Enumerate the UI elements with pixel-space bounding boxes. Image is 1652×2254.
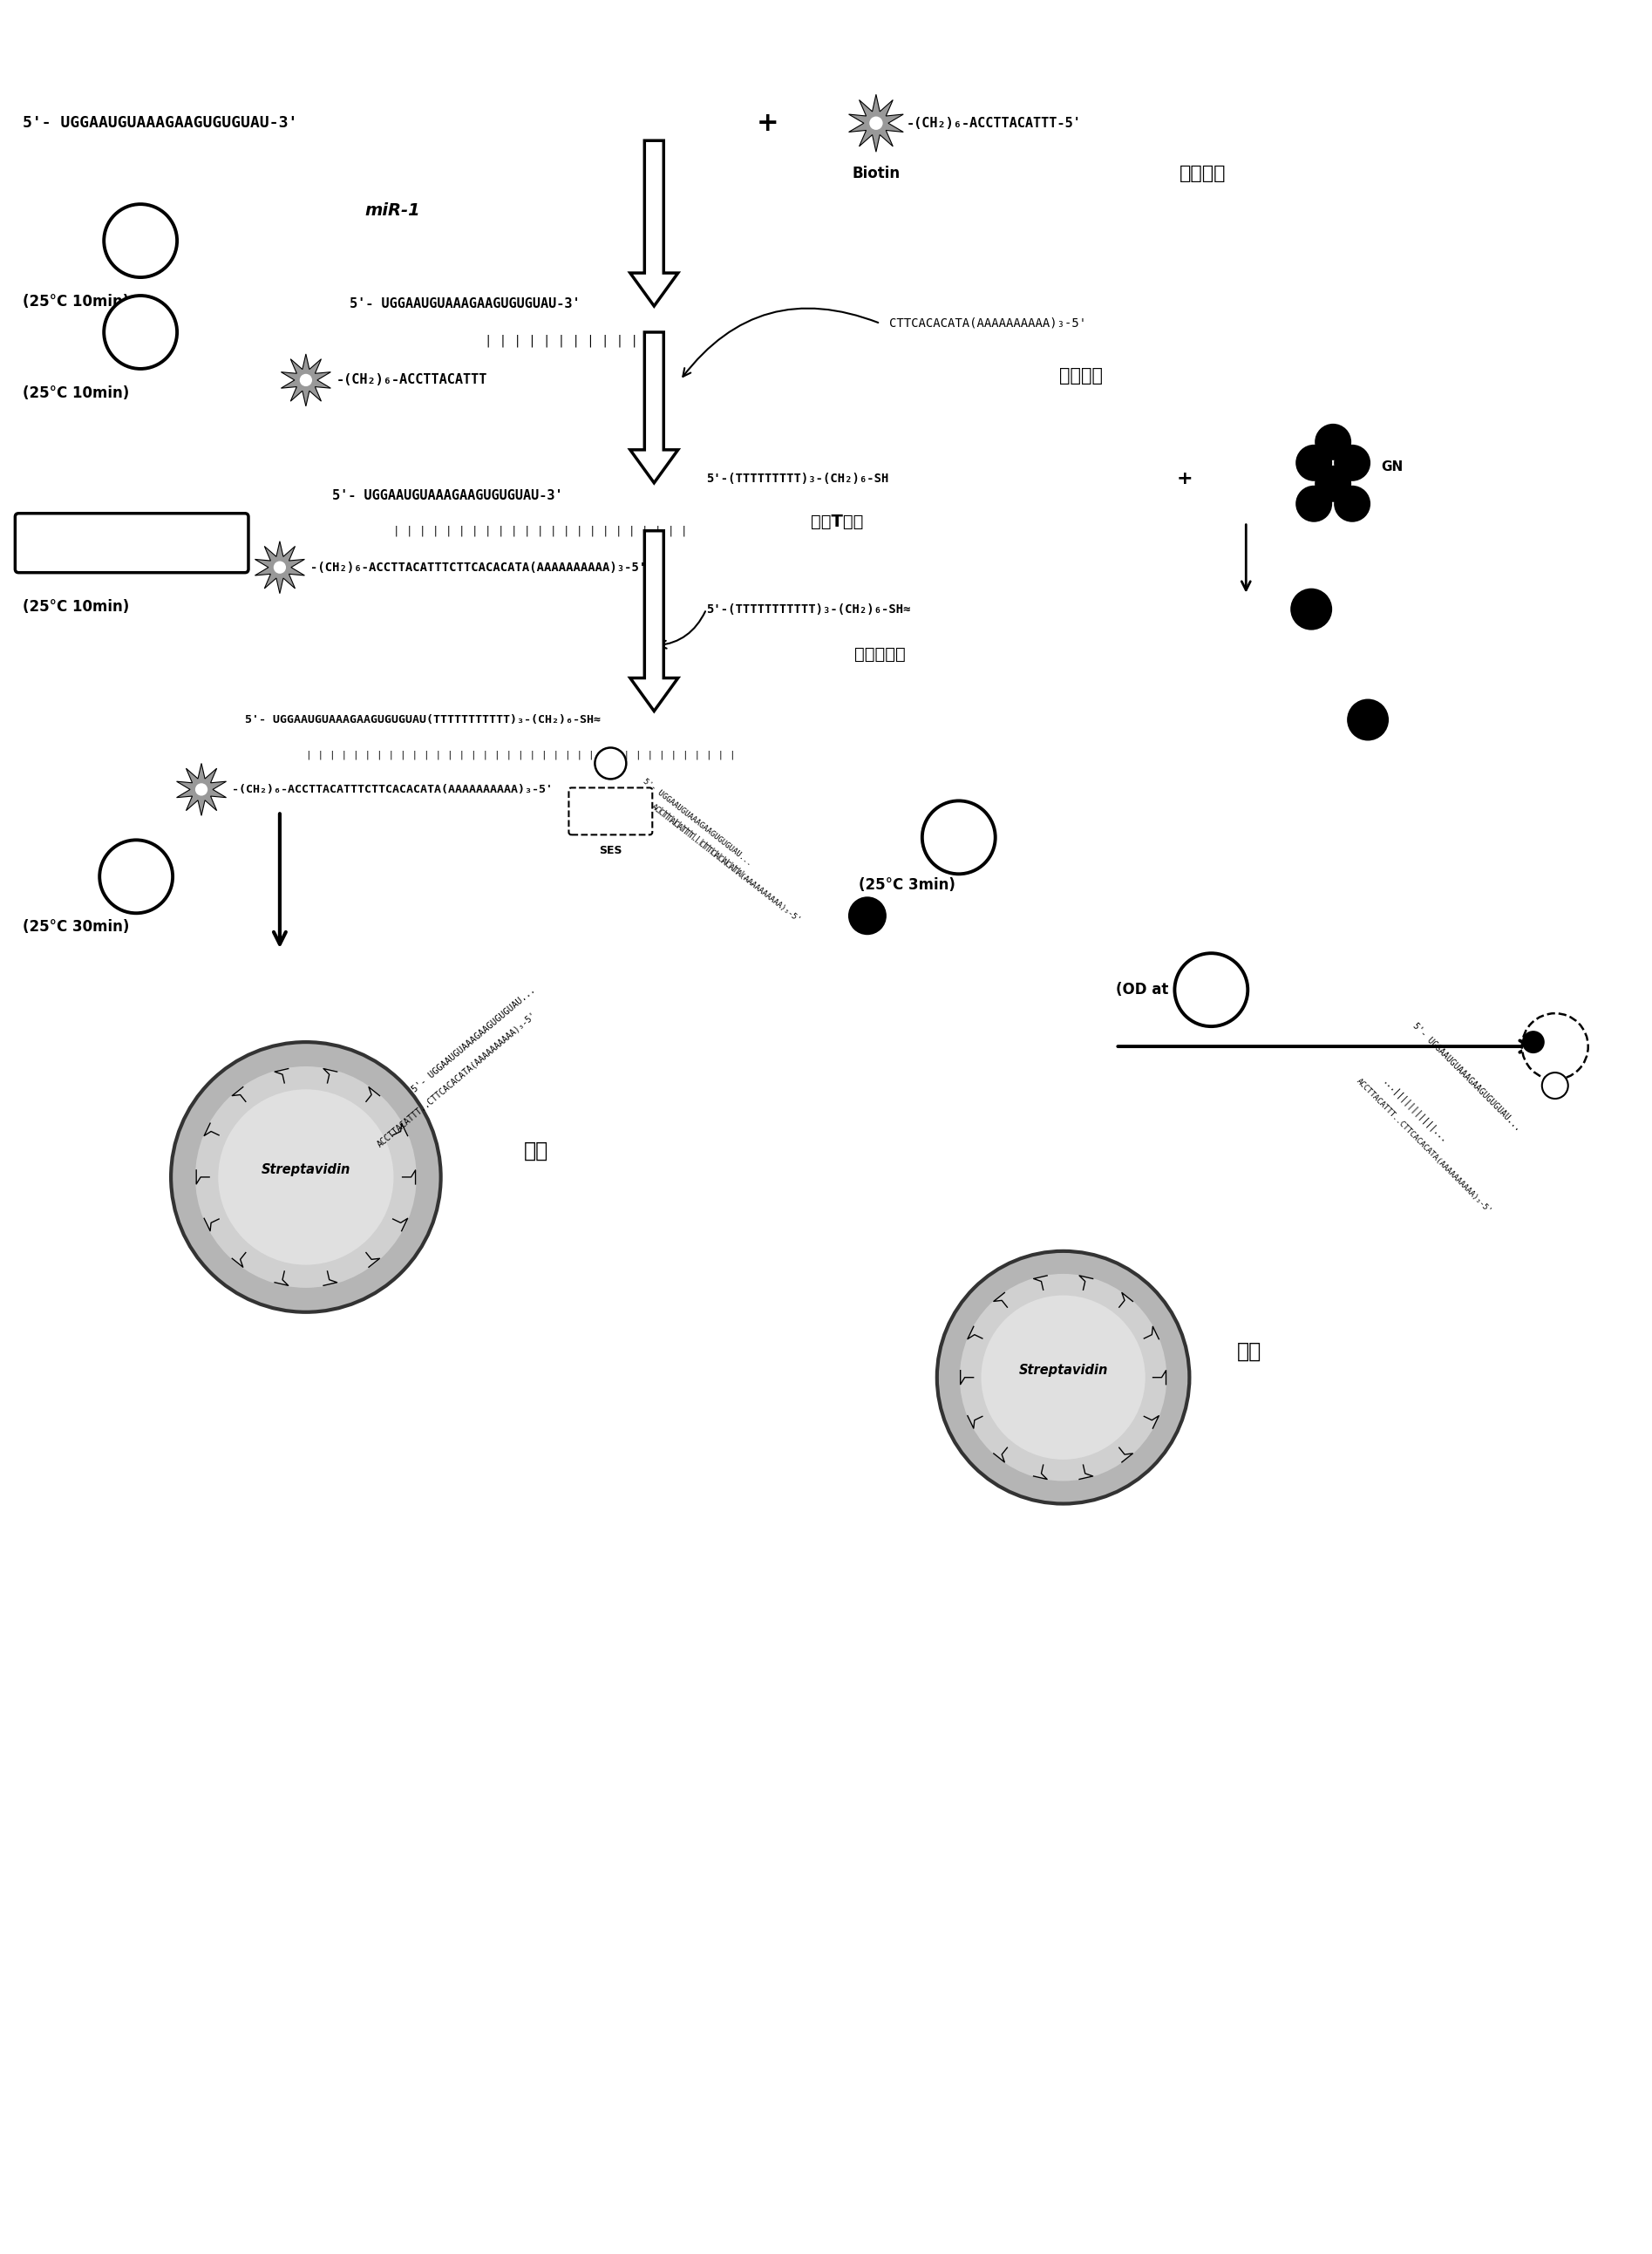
Text: 通用T探针: 通用T探针 — [811, 514, 864, 530]
Circle shape — [1333, 485, 1371, 523]
Text: 5'- UGGAAUGUAAAGAAGUGUGUAU-3': 5'- UGGAAUGUAAAGAAGUGUGUAU-3' — [350, 298, 580, 311]
Circle shape — [1346, 699, 1389, 742]
Polygon shape — [629, 530, 677, 710]
Text: 孔板: 孔板 — [1237, 1341, 1262, 1361]
Text: CTTCACACATA(AAAAAAAAAA)₃-5': CTTCACACATA(AAAAAAAAAA)₃-5' — [889, 318, 1087, 329]
Text: ...|||||||||||||||||||||||...: ...|||||||||||||||||||||||... — [646, 798, 757, 888]
Polygon shape — [629, 331, 677, 482]
Circle shape — [1521, 1014, 1588, 1080]
Text: (25°C 3min): (25°C 3min) — [859, 877, 955, 893]
Text: (25°C 10min): (25°C 10min) — [23, 600, 129, 615]
Circle shape — [1295, 485, 1332, 523]
Text: 孔板: 孔板 — [524, 1141, 548, 1161]
Polygon shape — [629, 140, 677, 307]
Text: 5'- UGGAAUGUAAAGAAGUGUGUAU-3': 5'- UGGAAUGUAAAGAAGUGUGUAU-3' — [332, 489, 563, 503]
Text: ⑥: ⑥ — [952, 829, 966, 845]
Text: | | | | | | | | | | |: | | | | | | | | | | | — [484, 334, 638, 347]
Circle shape — [1333, 444, 1371, 480]
Circle shape — [104, 295, 177, 370]
Circle shape — [869, 117, 882, 131]
FancyBboxPatch shape — [568, 787, 653, 834]
Text: 5'- UGGAAUGUAAAGAAGUGUGUAU...: 5'- UGGAAUGUAAAGAAGUGUGUAU... — [641, 778, 753, 868]
Polygon shape — [849, 95, 904, 151]
Text: ③-④: ③-④ — [114, 534, 150, 552]
Circle shape — [960, 1274, 1166, 1481]
Text: SES: SES — [600, 845, 623, 857]
Text: (25°C 10min): (25°C 10min) — [23, 385, 129, 401]
Text: 5'-(TTTTTTTTTTT)₃-(CH₂)₆-SH≈: 5'-(TTTTTTTTTTT)₃-(CH₂)₆-SH≈ — [707, 604, 910, 615]
Text: (OD at 630 nm): (OD at 630 nm) — [1115, 983, 1241, 999]
Text: Streptavidin: Streptavidin — [261, 1163, 350, 1177]
Circle shape — [170, 1041, 441, 1312]
Text: ...|||||||||||...: ...|||||||||||... — [1381, 1077, 1449, 1145]
Text: ②: ② — [132, 325, 149, 340]
Text: ①: ① — [132, 232, 149, 250]
Text: ACCTTACATTT..CTTCACACATA(AAAAAAAAAA)₃-5': ACCTTACATTT..CTTCACACATA(AAAAAAAAAA)₃-5' — [1355, 1077, 1493, 1215]
Polygon shape — [254, 541, 304, 593]
Circle shape — [218, 1089, 393, 1264]
FancyBboxPatch shape — [15, 514, 248, 573]
Text: miR-1: miR-1 — [365, 203, 421, 219]
Text: 5'- UGGAAUGUAAAGAAGUGUGUAU-3': 5'- UGGAAUGUAAAGAAGUGUGUAU-3' — [23, 115, 297, 131]
Text: +: + — [1176, 469, 1193, 487]
Text: 捕获探针: 捕获探针 — [1180, 165, 1226, 183]
Circle shape — [595, 748, 626, 780]
Text: Streptavidin: Streptavidin — [1019, 1364, 1108, 1377]
Polygon shape — [177, 764, 226, 816]
Text: 5'- UGGAAUGUAAAGAAGUGUGUAU...: 5'- UGGAAUGUAAAGAAGUGUGUAU... — [410, 985, 537, 1093]
Text: ⑤: ⑤ — [129, 868, 144, 886]
Text: ⑦: ⑦ — [1204, 980, 1219, 999]
Circle shape — [937, 1251, 1189, 1503]
Text: 5'- UGGAAUGUAAAGAAGUGUGUAU(TTTTTTTTTTT)₃-(CH₂)₆-SH≈: 5'- UGGAAUGUAAAGAAGUGUGUAU(TTTTTTTTTTT)₃… — [244, 715, 601, 726]
Circle shape — [1521, 1030, 1545, 1053]
Circle shape — [1315, 424, 1351, 460]
Text: -(CH₂)₆-ACCTTACATTTCTTCACACATA(AAAAAAAAAA)₃-5': -(CH₂)₆-ACCTTACATTTCTTCACACATA(AAAAAAAAA… — [311, 561, 646, 573]
Text: | | | | | | | | | | | | | | | | | | | | | | |: | | | | | | | | | | | | | | | | | | | | … — [393, 525, 687, 536]
Text: -(CH₂)₆-ACCTTACATTT: -(CH₂)₆-ACCTTACATTT — [337, 374, 487, 388]
Text: | | | | | | | | | | | | | | | | | | | | | | | | | | | | | | | | | | | | |: | | | | | | | | | | | | | | | | | | | | … — [306, 751, 735, 760]
Circle shape — [1541, 1073, 1568, 1098]
Circle shape — [981, 1296, 1145, 1461]
Text: Biotin: Biotin — [852, 167, 900, 183]
Polygon shape — [281, 354, 330, 406]
Circle shape — [299, 374, 312, 385]
Text: ACCTTACATTT..CTTCACACATA(AAAAAAAAAA)₃-5': ACCTTACATTT..CTTCACACATA(AAAAAAAAAA)₃-5' — [649, 802, 803, 924]
Text: ACCTTACATTT..CTTCACACATA(AAAAAAAAAA)₃-5': ACCTTACATTT..CTTCACACATA(AAAAAAAAAA)₃-5' — [375, 1010, 539, 1150]
Text: (25°C 30min): (25°C 30min) — [23, 920, 129, 935]
Text: 5'-(TTTTTTTTT)₃-(CH₂)₆-SH: 5'-(TTTTTTTTT)₃-(CH₂)₆-SH — [707, 473, 889, 485]
Text: (25°C 10min): (25°C 10min) — [23, 293, 129, 309]
Text: +: + — [757, 110, 778, 135]
Circle shape — [99, 841, 173, 913]
Circle shape — [1290, 588, 1332, 631]
Text: -(CH₂)₆-ACCTTACATTT-5': -(CH₂)₆-ACCTTACATTT-5' — [907, 117, 1082, 131]
Circle shape — [195, 782, 208, 796]
Circle shape — [1175, 953, 1247, 1026]
Text: -(CH₂)₆-ACCTTACATTTCTTCACACATA(AAAAAAAAAA)₃-5': -(CH₂)₆-ACCTTACATTTCTTCACACATA(AAAAAAAAA… — [231, 784, 553, 796]
Circle shape — [195, 1066, 416, 1287]
Circle shape — [274, 561, 286, 573]
Circle shape — [922, 800, 995, 875]
Text: GN: GN — [1381, 460, 1403, 473]
Circle shape — [1295, 444, 1332, 480]
Text: 信号探针: 信号探针 — [1059, 367, 1102, 385]
Text: 纳米金探针: 纳米金探针 — [854, 647, 905, 663]
Circle shape — [104, 205, 177, 277]
Text: −: − — [605, 805, 616, 818]
Text: 5'- UGGAAUGUAAAGAAGUGUGUAU...: 5'- UGGAAUGUAAAGAAGUGUGUAU... — [1411, 1021, 1523, 1132]
Circle shape — [847, 897, 887, 935]
Circle shape — [1315, 467, 1351, 503]
